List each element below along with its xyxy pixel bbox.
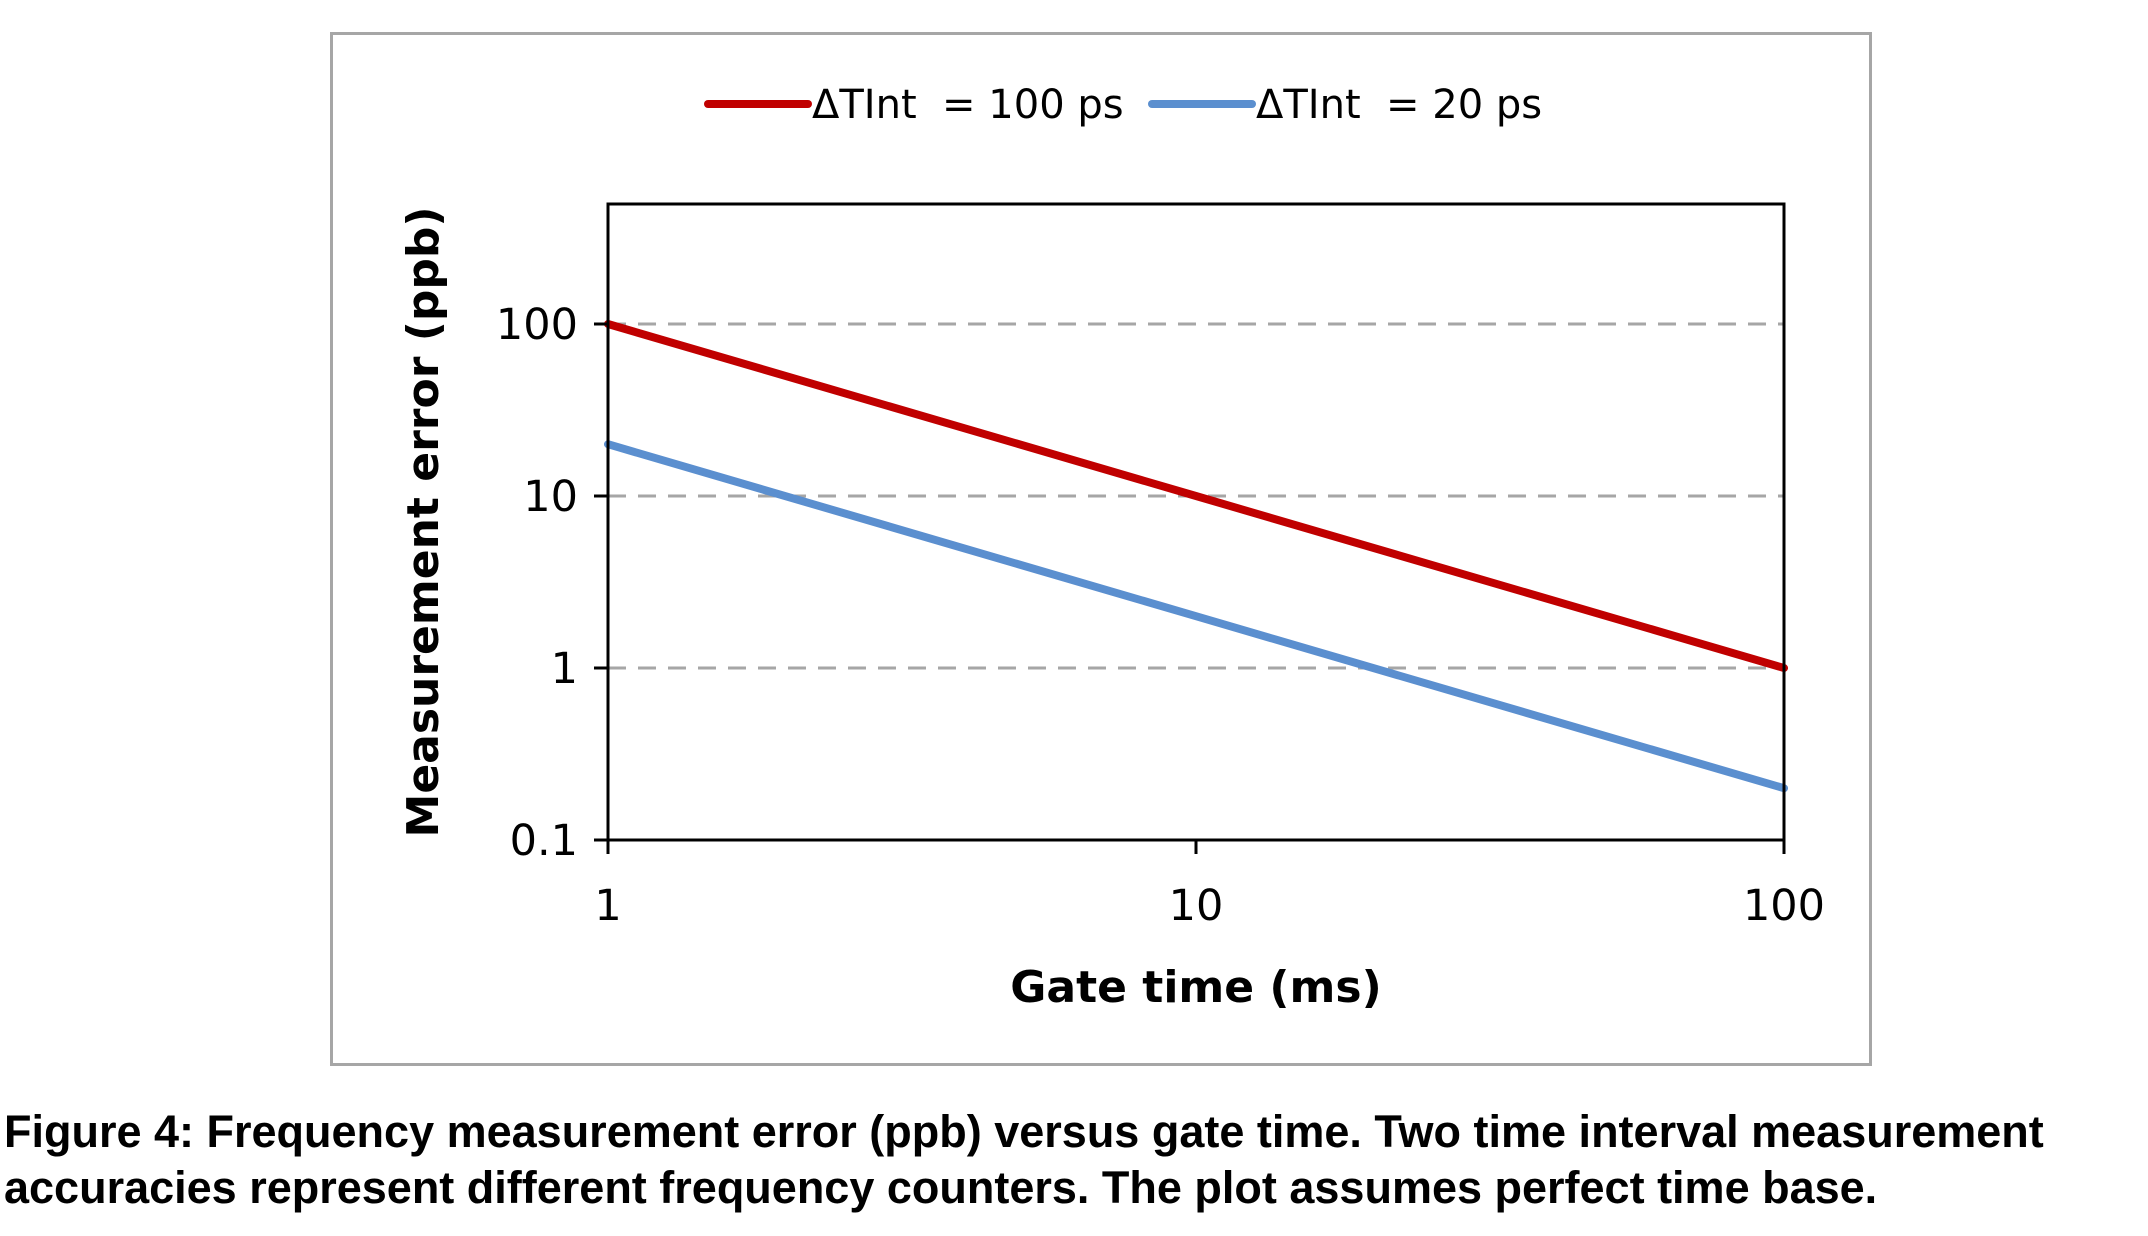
- plot-area: [606, 202, 1786, 842]
- y-axis-title: Measurement error (ppb): [398, 207, 449, 838]
- series-lines: [604, 320, 1788, 793]
- series-line-1: [604, 320, 1788, 672]
- series-line-2: [604, 440, 1788, 793]
- legend-label-1: ΔTInt = 100 ps: [812, 82, 1124, 128]
- legend: ΔTInt = 100 ps ΔTInt = 20 ps: [704, 82, 1542, 128]
- y-tick-label: 1: [551, 644, 578, 694]
- axis-ticks: 0.1 1 10 100 1 10 100: [496, 300, 1825, 931]
- y-tick-label: 10: [523, 472, 578, 522]
- legend-label-2: ΔTInt = 20 ps: [1256, 82, 1542, 128]
- y-tick-label: 0.1: [510, 816, 578, 866]
- x-tick-label: 1: [594, 881, 621, 931]
- figure-caption: Figure 4: Frequency measurement error (p…: [4, 1104, 2144, 1216]
- caption-line-1: Figure 4: Frequency measurement error (p…: [4, 1106, 2044, 1157]
- x-tick-label: 100: [1743, 881, 1825, 931]
- caption-line-2: accuracies represent different frequency…: [4, 1162, 1878, 1213]
- x-axis-title: Gate time (ms): [1010, 962, 1381, 1013]
- y-tick-label: 100: [496, 300, 578, 350]
- x-tick-label: 10: [1169, 881, 1224, 931]
- chart-frame: [330, 32, 1872, 1066]
